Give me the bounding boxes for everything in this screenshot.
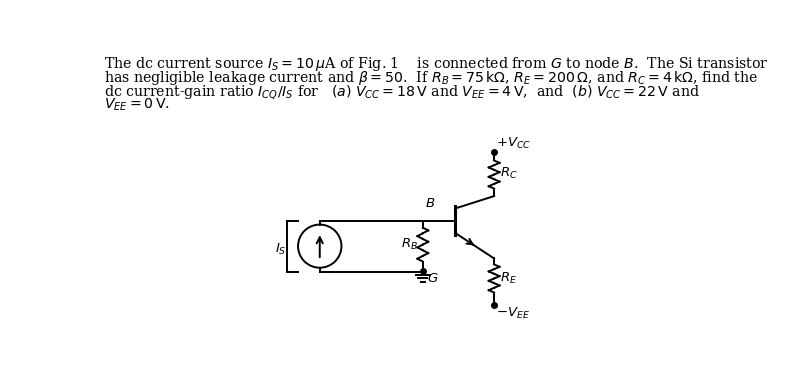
Text: The dc current source $I_S = 10\,\mu$A of Fig. 1    is connected from $G$ to nod: The dc current source $I_S = 10\,\mu$A o… (104, 55, 769, 73)
Text: $R_E$: $R_E$ (501, 271, 517, 286)
Text: $G$: $G$ (426, 272, 438, 285)
Text: $-V_{EE}$: $-V_{EE}$ (497, 306, 530, 321)
Text: $B$: $B$ (425, 197, 435, 210)
Text: dc current-gain ratio $I_{CQ}/I_S$ for   $(a)$ $V_{CC} = 18\,\text{V}$ and $V_{E: dc current-gain ratio $I_{CQ}/I_S$ for $… (104, 83, 700, 101)
Text: $R_C$: $R_C$ (501, 165, 518, 181)
Text: has negligible leakage current and $\beta = 50$.  If $R_B = 75\,\text{k}\Omega$,: has negligible leakage current and $\bet… (104, 69, 759, 87)
Text: $R_B$: $R_B$ (401, 237, 418, 252)
Text: $+V_{CC}$: $+V_{CC}$ (497, 136, 532, 151)
Text: $I_S$: $I_S$ (275, 242, 286, 257)
Text: $V_{EE} = 0\,\text{V}$.: $V_{EE} = 0\,\text{V}$. (104, 97, 170, 113)
